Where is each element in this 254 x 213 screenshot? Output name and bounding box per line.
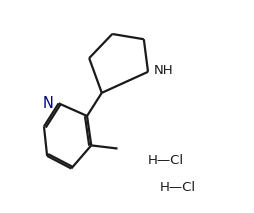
Text: N: N xyxy=(43,96,53,111)
Text: H—Cl: H—Cl xyxy=(160,181,196,194)
Text: H—Cl: H—Cl xyxy=(148,154,184,167)
Text: NH: NH xyxy=(153,64,173,77)
